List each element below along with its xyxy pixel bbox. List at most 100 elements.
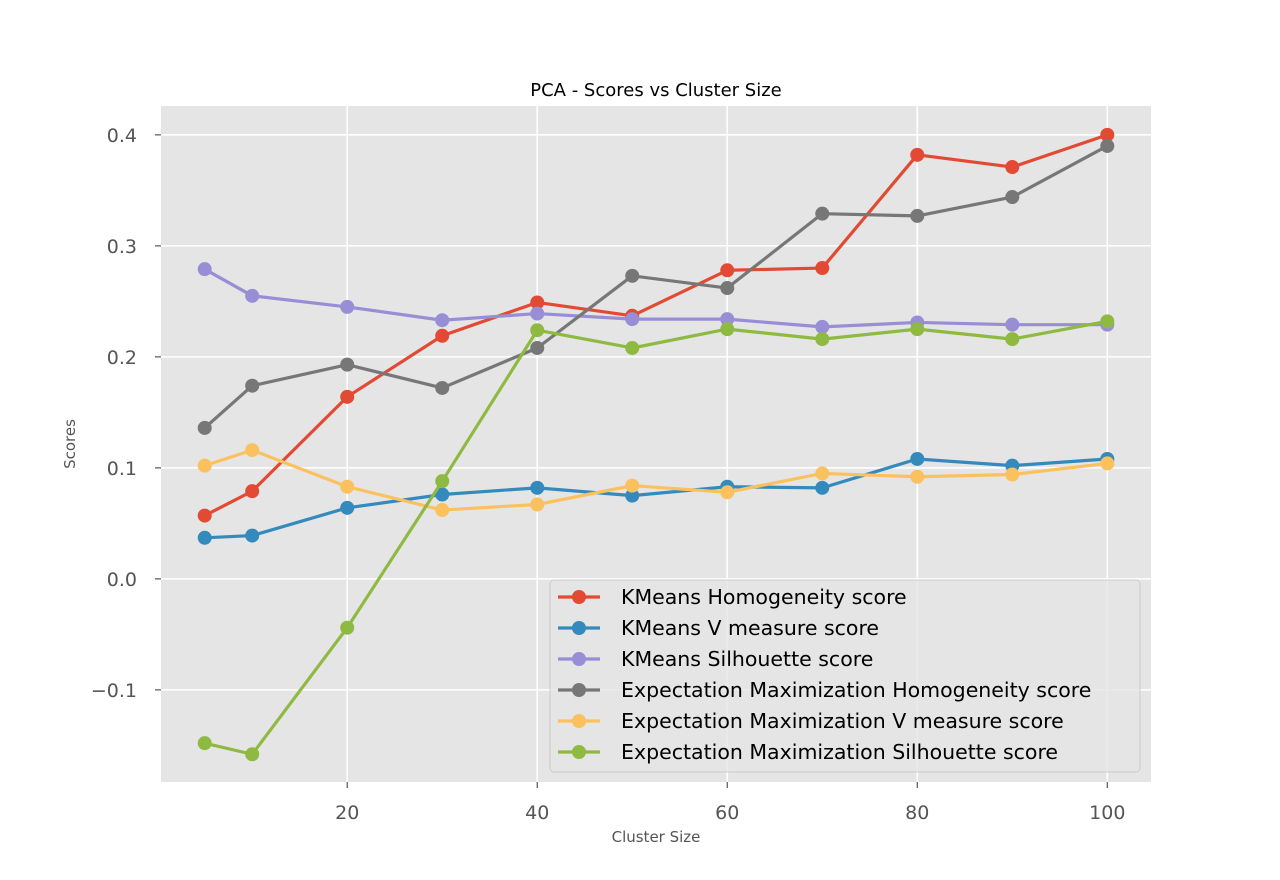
data-point (1005, 190, 1020, 205)
y-tick-label: 0.4 (107, 125, 137, 147)
data-point (340, 299, 355, 314)
legend-marker (572, 683, 586, 697)
data-point (340, 357, 355, 372)
data-point (625, 478, 640, 493)
legend-label: Expectation Maximization Silhouette scor… (621, 740, 1058, 764)
data-point (245, 378, 260, 393)
series-5 (197, 443, 1115, 518)
data-point (815, 319, 830, 334)
gridlines (161, 106, 1151, 782)
legend-label: KMeans Homogeneity score (621, 585, 907, 609)
data-point (815, 332, 830, 347)
x-tick-label: 80 (905, 802, 929, 824)
legend-marker (572, 621, 586, 635)
data-point (720, 322, 735, 337)
data-point (530, 497, 545, 512)
data-point (910, 147, 925, 162)
data-point (910, 451, 925, 466)
legend: KMeans Homogeneity score KMeans V measure… (549, 579, 1141, 773)
x-tick-label: 60 (715, 802, 739, 824)
data-point (815, 261, 830, 276)
data-point (197, 458, 212, 473)
legend-label: KMeans V measure score (621, 616, 879, 640)
data-point (245, 484, 260, 499)
data-point (625, 488, 640, 503)
data-point (435, 328, 450, 343)
data-point (1100, 314, 1115, 329)
data-point (1005, 317, 1020, 332)
series-4 (197, 138, 1115, 435)
data-point (1100, 127, 1115, 142)
legend-item: Expectation Maximization Homogeneity sco… (558, 678, 1091, 702)
data-point (530, 480, 545, 495)
data-point (1005, 467, 1020, 482)
y-tick-label: 0.2 (107, 347, 137, 369)
x-tick-label: 100 (1089, 802, 1125, 824)
x-tick-label: 40 (525, 802, 549, 824)
legend-item: KMeans Silhouette score (558, 647, 873, 671)
y-axis-label: Scores (61, 419, 79, 469)
data-point (245, 747, 260, 762)
legend-marker (572, 745, 586, 759)
x-axis-label: Cluster Size (612, 828, 701, 846)
data-point (625, 268, 640, 283)
data-point (197, 262, 212, 277)
data-point (1005, 332, 1020, 347)
y-tick-label: 0.0 (107, 569, 137, 591)
data-point (245, 443, 260, 458)
series-layer (197, 127, 1115, 762)
legend-marker (572, 652, 586, 666)
data-point (815, 466, 830, 481)
y-tick-label: 0.3 (107, 236, 137, 258)
data-point (815, 206, 830, 221)
data-point (340, 500, 355, 515)
data-point (435, 380, 450, 395)
data-point (1005, 160, 1020, 175)
data-point (625, 340, 640, 355)
data-point (340, 620, 355, 635)
legend-marker (572, 590, 586, 604)
series-6 (197, 314, 1115, 762)
legend-label: Expectation Maximization Homogeneity sco… (621, 678, 1091, 702)
data-point (815, 480, 830, 495)
legend-label: Expectation Maximization V measure score (621, 709, 1064, 733)
data-point (197, 530, 212, 545)
data-point (340, 389, 355, 404)
data-point (625, 312, 640, 327)
data-point (720, 281, 735, 296)
y-tick-label: −0.1 (91, 680, 137, 702)
data-point (197, 736, 212, 751)
data-point (530, 340, 545, 355)
ticks: 20 40 60 80 100 −0.1 0.0 0.1 0.2 0.3 0.4 (91, 125, 1126, 824)
data-point (720, 485, 735, 500)
data-point (1100, 456, 1115, 471)
x-tick-label: 20 (335, 802, 359, 824)
data-point (720, 312, 735, 327)
data-point (530, 323, 545, 338)
y-tick-label: 0.1 (107, 458, 137, 480)
legend-item: KMeans V measure score (558, 616, 879, 640)
data-point (530, 306, 545, 321)
legend-item: Expectation Maximization V measure score (558, 709, 1064, 733)
series-2 (197, 451, 1115, 545)
data-point (1100, 138, 1115, 153)
data-point (435, 313, 450, 328)
legend-marker (572, 714, 586, 728)
data-point (720, 263, 735, 278)
data-point (435, 503, 450, 518)
legend-box (549, 579, 1141, 773)
data-point (245, 528, 260, 543)
data-point (435, 487, 450, 502)
data-point (197, 508, 212, 523)
data-point (245, 288, 260, 303)
data-point (530, 295, 545, 310)
chart-title: PCA - Scores vs Cluster Size (530, 80, 782, 101)
data-point (435, 474, 450, 489)
data-point (910, 322, 925, 337)
legend-item: KMeans Homogeneity score (558, 585, 907, 609)
data-point (340, 479, 355, 494)
data-point (197, 420, 212, 435)
legend-label: KMeans Silhouette score (621, 647, 873, 671)
legend-item: Expectation Maximization Silhouette scor… (558, 740, 1058, 764)
